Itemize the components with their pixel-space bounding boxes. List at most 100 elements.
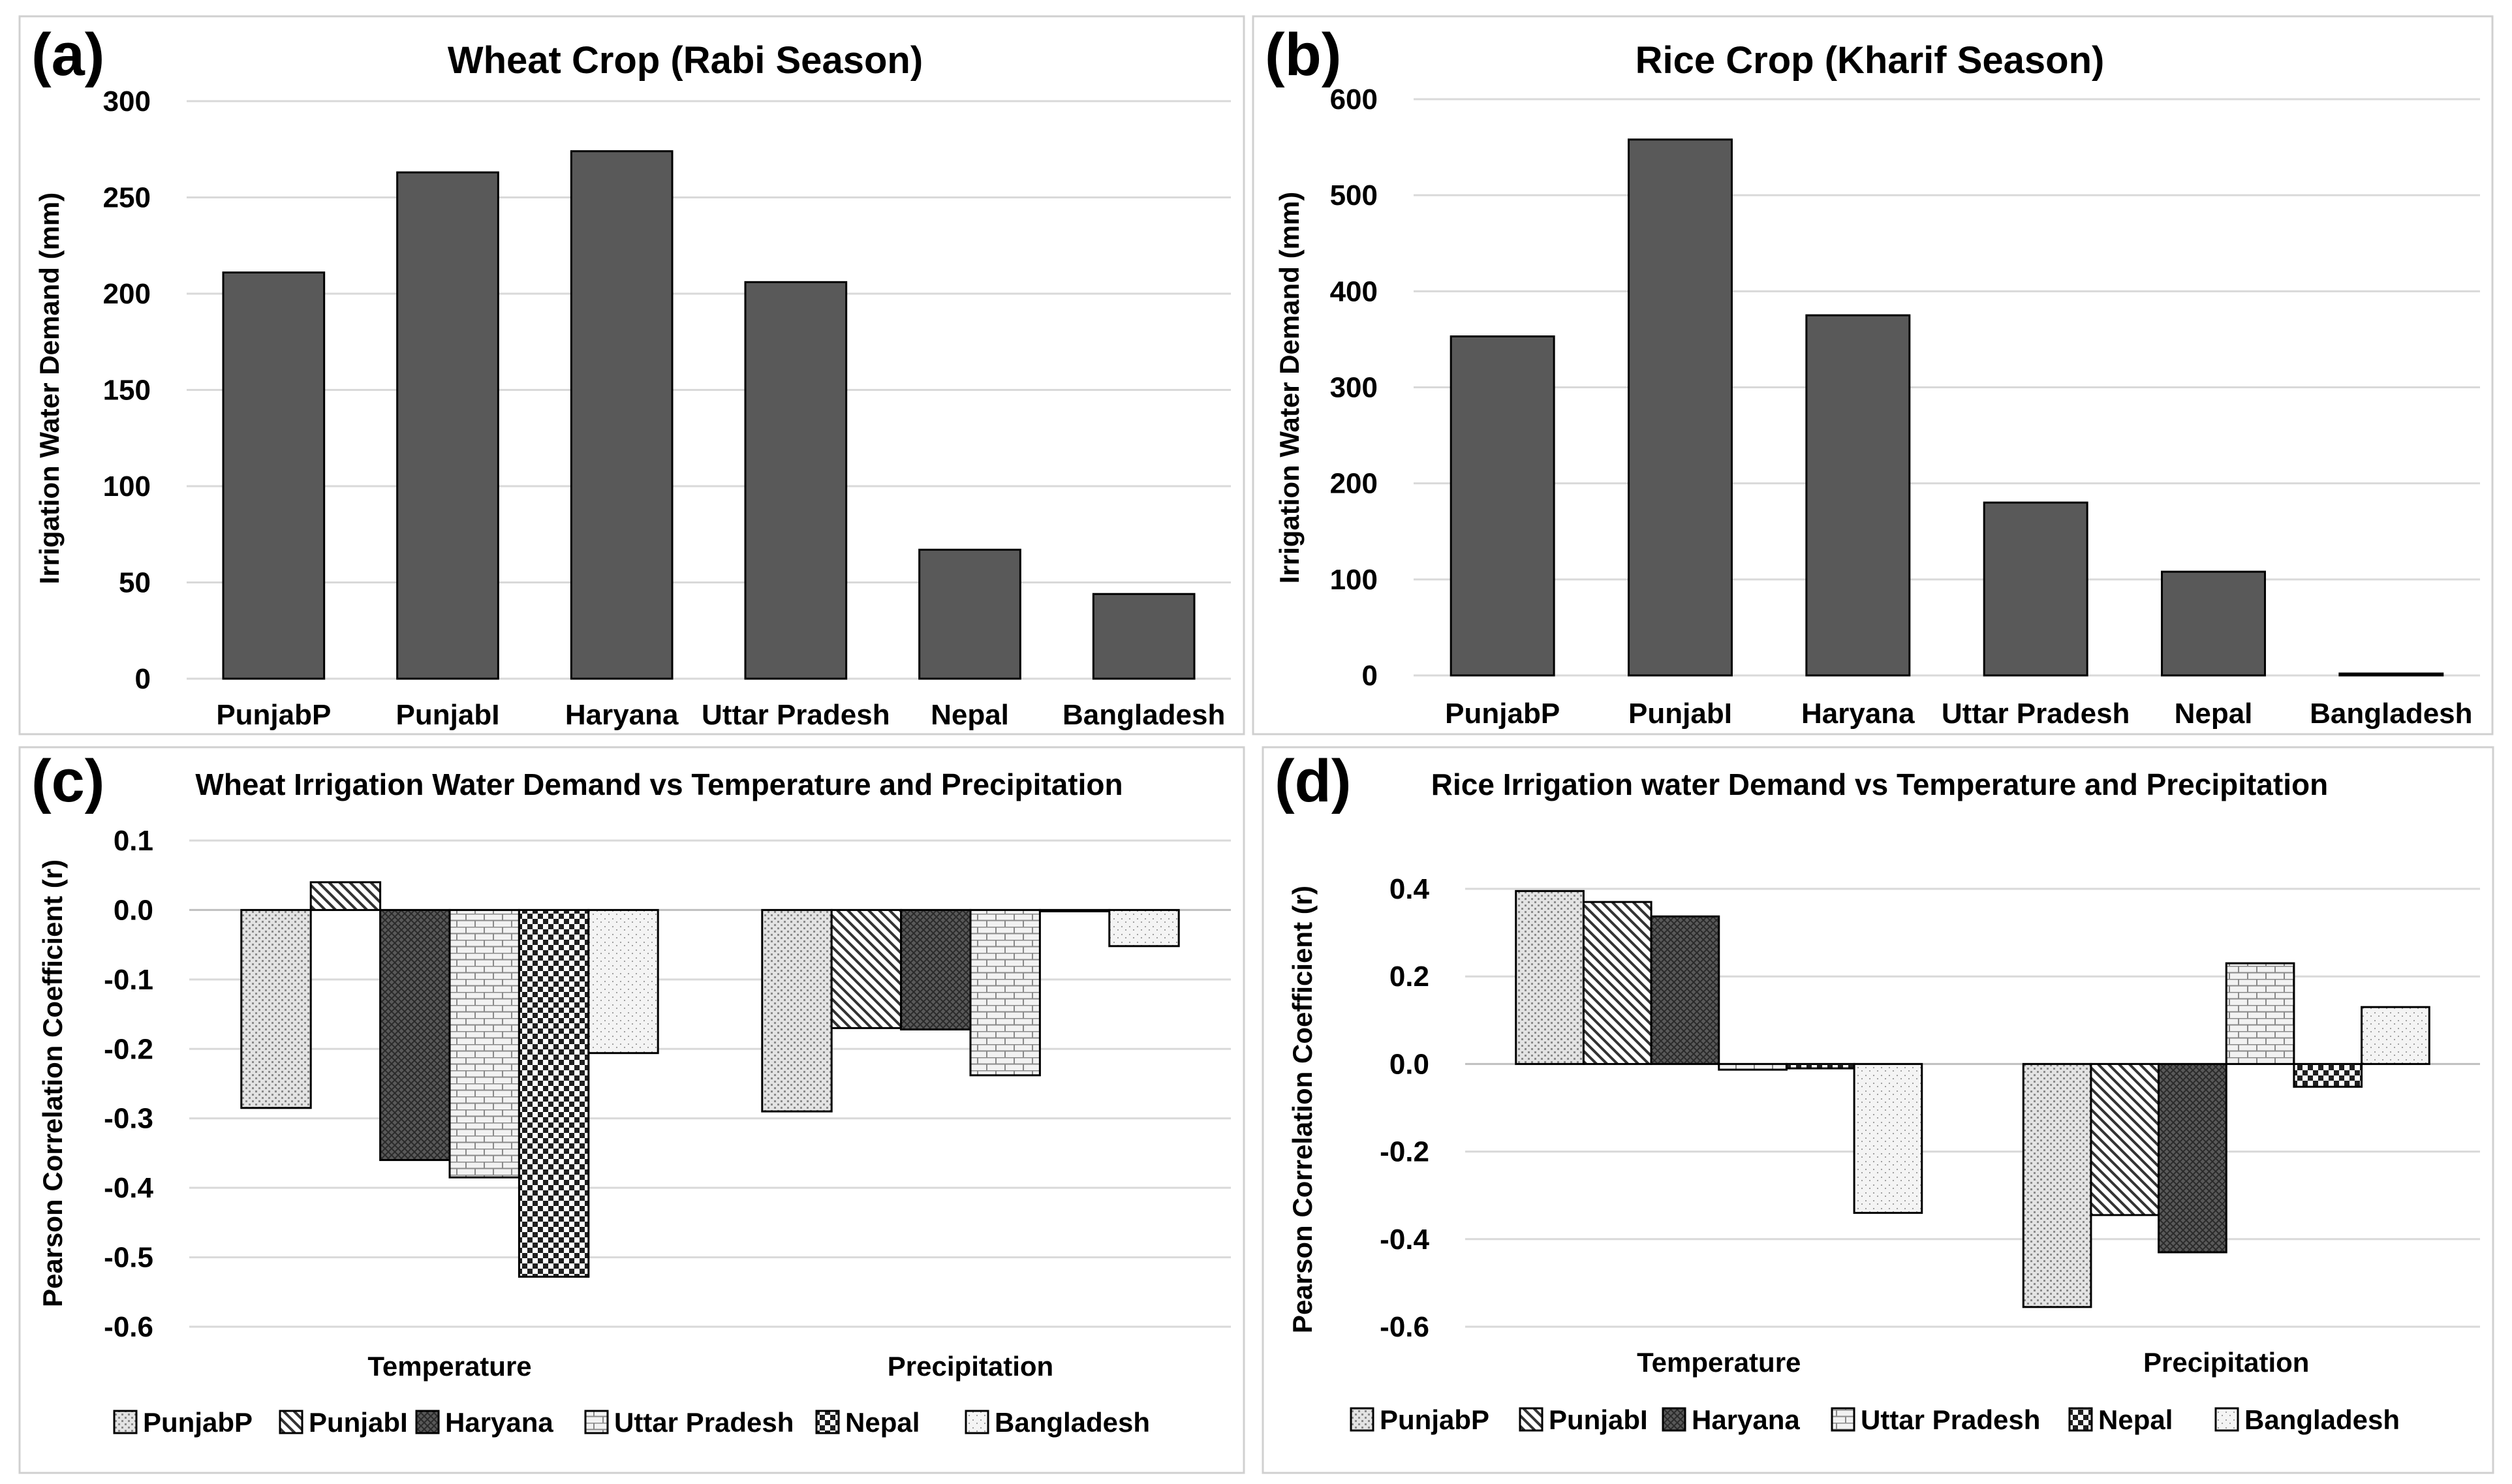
bar-1 — [396, 171, 499, 680]
y-tick-label: 250 — [103, 182, 151, 214]
y-tick-label: 300 — [1330, 372, 1378, 404]
bar-0-3 — [1718, 1062, 1788, 1071]
y-tick-label: 200 — [1330, 468, 1378, 500]
legend-swatch — [2068, 1407, 2093, 1432]
legend-swatch — [1350, 1407, 1374, 1432]
y-tick-label: -0.6 — [1380, 1311, 1429, 1343]
bar-1-5 — [2361, 1006, 2430, 1065]
legend-swatch — [2214, 1407, 2239, 1432]
bar-2 — [1805, 314, 1911, 677]
bar-0-4 — [1785, 1062, 1855, 1070]
y-tick-label: 400 — [1330, 275, 1378, 307]
x-tick-label: PunjabI — [396, 699, 500, 731]
x-tick-label: Uttar Pradesh — [702, 699, 890, 731]
y-tick-label: 0.1 — [114, 825, 153, 857]
legend-label: Haryana — [445, 1407, 553, 1438]
bar-1-3 — [2225, 962, 2295, 1065]
bar-3 — [1983, 501, 2088, 677]
bar-0 — [1450, 335, 1555, 677]
x-tick-label: Haryana — [565, 699, 679, 731]
y-tick-label: -0.4 — [104, 1172, 153, 1204]
legend-label: PunjabP — [143, 1407, 253, 1438]
y-tick-label: -0.2 — [104, 1033, 153, 1065]
legend-label: PunjabP — [1380, 1404, 1489, 1435]
bar-1-5 — [1108, 908, 1180, 948]
panel-letter: (b) — [1265, 22, 1341, 88]
bar-1-2 — [900, 908, 972, 1030]
y-tick-label: -0.4 — [1380, 1224, 1429, 1256]
chart-title: Wheat Crop (Rabi Season) — [448, 39, 923, 82]
panel-a: (a) Wheat Crop (Rabi Season) 0 50 100 150 200 2… — [18, 15, 1245, 735]
bar-0-1 — [309, 881, 382, 911]
legend-swatch — [1831, 1407, 1855, 1432]
bar-1 — [1628, 138, 1733, 677]
x-category-label: Temperature — [367, 1351, 531, 1382]
panel-letter: (a) — [31, 22, 104, 88]
y-tick-label: 200 — [103, 278, 151, 310]
legend-label: Haryana — [1692, 1404, 1800, 1435]
x-tick-label: PunjabP — [1445, 698, 1560, 730]
y-axis-label: Irrigation Water Demand (mm) — [1274, 192, 1305, 584]
y-tick-label: 0.0 — [1389, 1048, 1429, 1080]
x-tick-label: Nepal — [931, 699, 1009, 731]
x-tick-label: Bangladesh — [1062, 699, 1225, 731]
legend-swatch — [113, 1410, 138, 1434]
chart-title: Rice Irrigation water Demand vs Temperat… — [1431, 767, 2328, 801]
y-tick-label: 0 — [135, 663, 151, 695]
bar-1-1 — [830, 908, 903, 1029]
bar-4 — [2161, 570, 2266, 677]
legend-label: Nepal — [845, 1407, 920, 1438]
bar-0-5 — [1853, 1062, 1923, 1214]
bar-0-0 — [1515, 889, 1585, 1065]
legend-swatch — [815, 1410, 840, 1434]
legend-swatch — [279, 1410, 303, 1434]
chart-title: Wheat Irrigation Water Demand vs Tempera… — [195, 767, 1123, 801]
bar-1-2 — [2158, 1062, 2227, 1254]
y-tick-label: 50 — [119, 567, 151, 599]
legend-label: Uttar Pradesh — [1861, 1404, 2040, 1435]
x-category-label: Precipitation — [888, 1351, 1053, 1382]
x-tick-label: Uttar Pradesh — [1942, 698, 2130, 730]
legend-label: Bangladesh — [2244, 1404, 2400, 1435]
bar-2 — [570, 150, 674, 680]
bar-1-4 — [2293, 1062, 2363, 1088]
panel-c: (c) Wheat Irrigation Water Demand vs Temp… — [18, 746, 1245, 1474]
panel-letter: (c) — [31, 748, 104, 814]
bar-0-4 — [518, 908, 590, 1278]
y-tick-label: 0.4 — [1389, 873, 1430, 905]
bar-0-0 — [240, 908, 312, 1109]
bar-1-0 — [761, 908, 833, 1113]
x-category-label: Precipitation — [2143, 1347, 2309, 1378]
panel-d: (d) Rice Irrigation water Demand vs Tempe… — [1262, 746, 2494, 1474]
y-axis-label: Pearson Correlation Coefficient (r) — [37, 859, 68, 1307]
bar-1-3 — [969, 908, 1041, 1077]
bar-5 — [2338, 672, 2444, 677]
bar-1-4 — [1038, 908, 1111, 912]
x-tick-label: Haryana — [1801, 698, 1915, 730]
legend-label: PunjabI — [1549, 1404, 1648, 1435]
bar-4 — [918, 548, 1021, 680]
bar-1-0 — [2022, 1062, 2092, 1308]
y-tick-label: 100 — [1330, 564, 1378, 596]
y-tick-label: 500 — [1330, 179, 1378, 211]
bar-3 — [744, 281, 848, 680]
y-tick-label: 300 — [103, 85, 151, 117]
y-tick-label: -0.5 — [104, 1242, 153, 1274]
panel-b: (b) Rice Crop (Kharif Season) 0 100 200 300 40… — [1252, 15, 2494, 735]
bar-5 — [1092, 593, 1196, 680]
legend-swatch — [965, 1410, 989, 1434]
legend: PunjabP PunjabI Haryana Uttar Pradesh Nepal B… — [113, 1407, 1150, 1438]
bar-0-1 — [1582, 901, 1652, 1065]
x-tick-label: Bangladesh — [2310, 698, 2472, 730]
bar-0-2 — [379, 908, 451, 1162]
x-tick-label: PunjabP — [216, 699, 331, 731]
legend-label: PunjabI — [309, 1407, 408, 1438]
legend-label: Nepal — [2098, 1404, 2173, 1435]
y-axis-label: Pearson Correlation Coefficient (r) — [1287, 886, 1318, 1333]
bar-1-1 — [2090, 1062, 2160, 1216]
y-tick-label: -0.3 — [104, 1103, 153, 1135]
y-tick-label: 600 — [1330, 84, 1378, 116]
legend: PunjabP PunjabI Haryana Uttar Pradesh Nepal B… — [1350, 1404, 2400, 1435]
y-tick-label: -0.6 — [104, 1311, 153, 1343]
